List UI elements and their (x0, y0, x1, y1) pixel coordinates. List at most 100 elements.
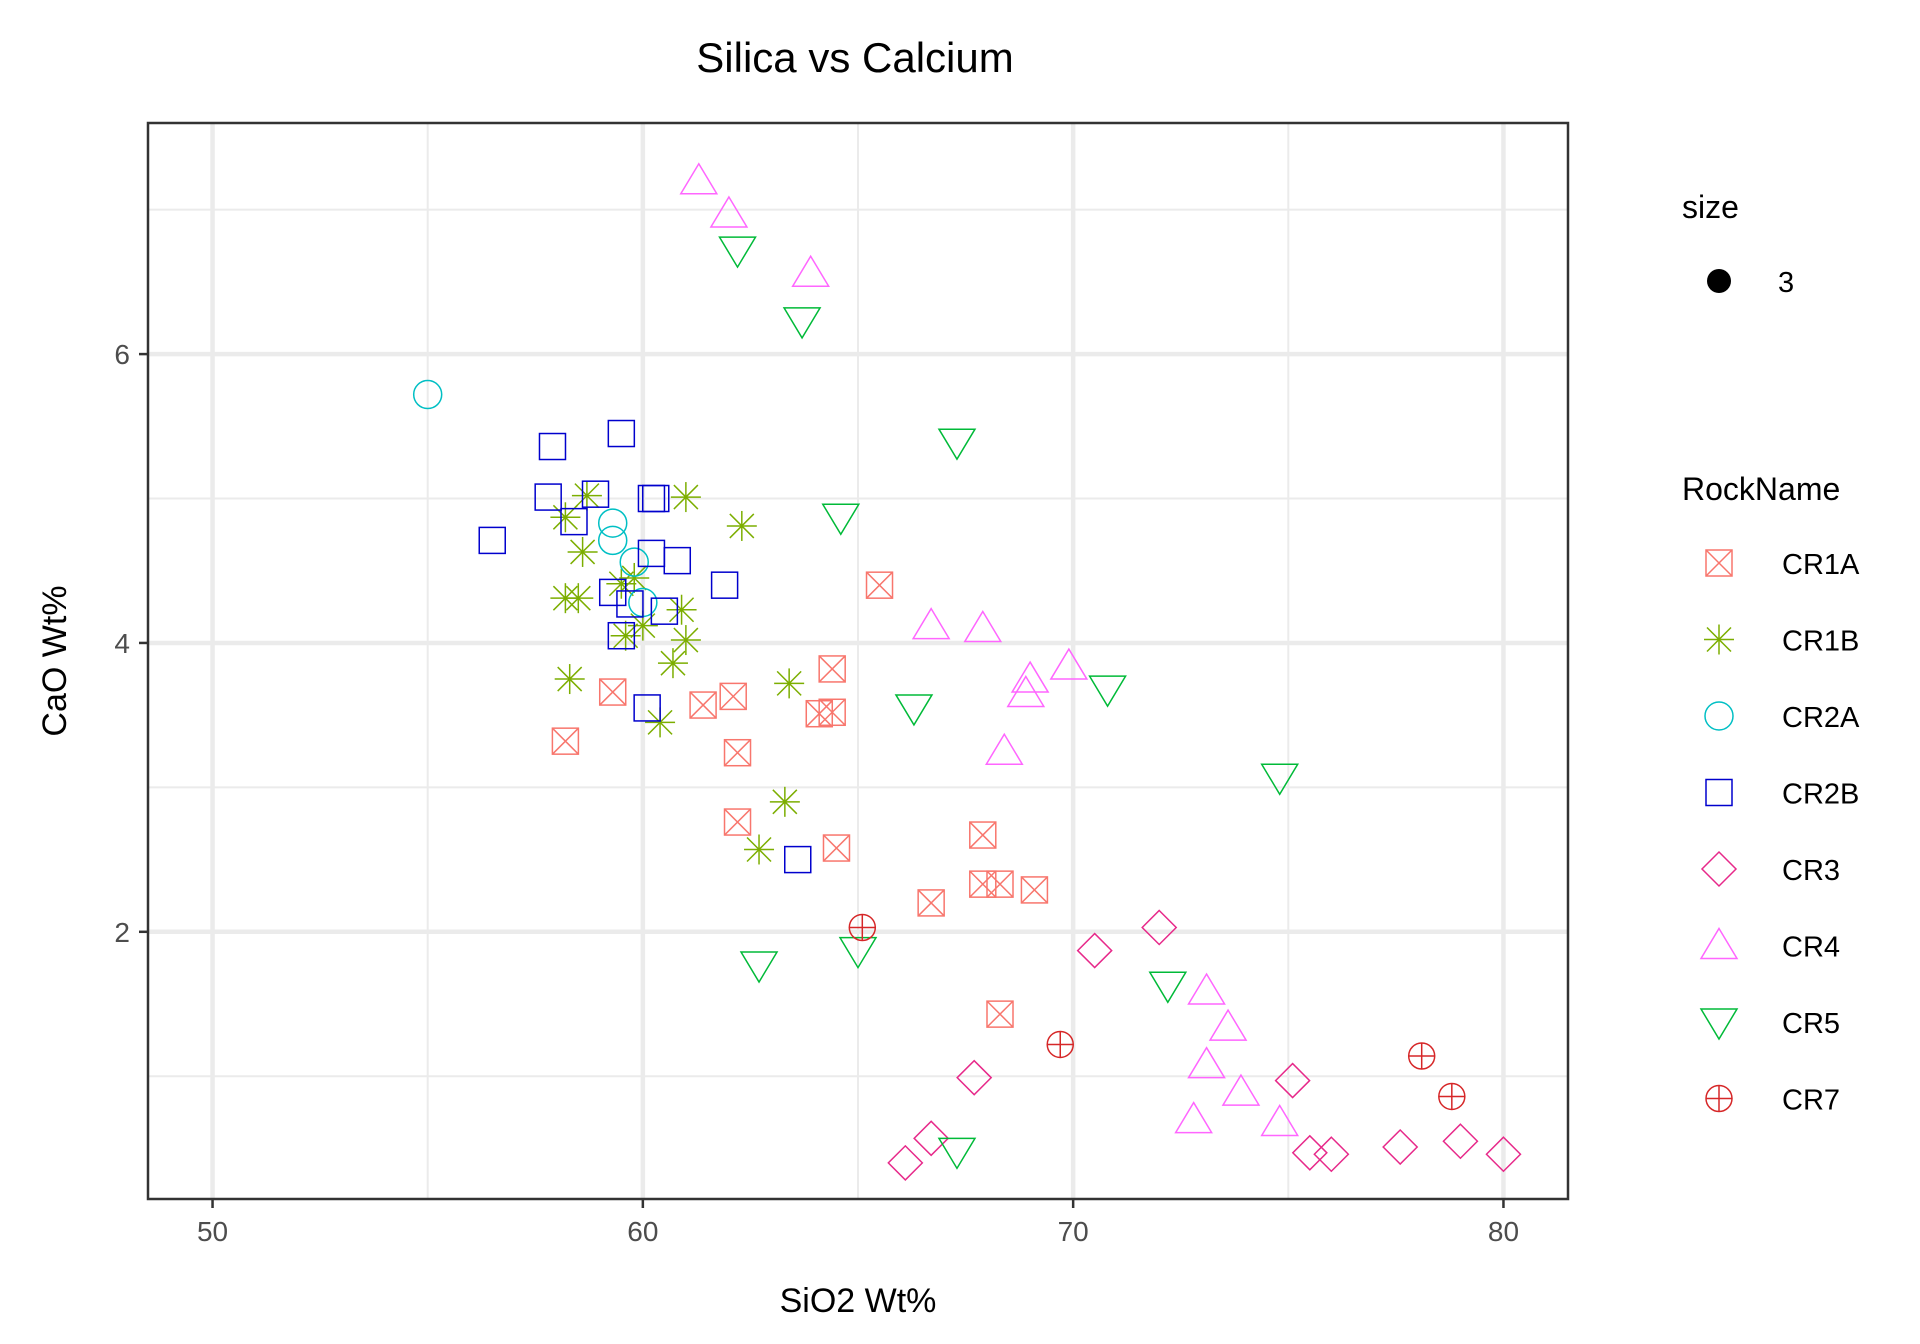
data-point-cr1a (822, 834, 851, 862)
data-point-cr1a (986, 1000, 1014, 1028)
legend-items: CR1A CR1B CR2A CR2B CR3 CR4 CR5 CR7 (1699, 549, 1860, 1117)
data-point-cr2b (784, 845, 812, 874)
data-point-cr2b (581, 480, 610, 508)
axes: 50 60 70 80 2 4 6 (114, 339, 1519, 1247)
data-point-cr1b (744, 834, 775, 865)
legend-label-cr3: CR3 (1782, 855, 1840, 887)
data-point-cr1a (723, 808, 752, 836)
data-point-cr1a (818, 655, 846, 683)
legend: size 3 RockName CR1ACR1BCR2ACR2BCR3CR4CR… (1682, 189, 1860, 1117)
data-point-cr3 (1442, 1123, 1479, 1160)
data-point-cr1a (969, 821, 997, 849)
data-point-cr5 (838, 936, 878, 970)
data-point-cr1a (1020, 876, 1049, 904)
data-point-cr1b (571, 480, 602, 511)
data-points (412, 162, 1522, 1181)
data-point-cr2b (478, 526, 506, 555)
legend-key-cr4 (1699, 927, 1739, 960)
data-point-cr2a (597, 525, 628, 556)
data-point-cr4 (709, 195, 749, 228)
data-point-cr1a (986, 870, 1014, 898)
data-point-cr7 (1407, 1042, 1436, 1070)
legend-key-cr1a (1705, 549, 1733, 577)
data-point-cr4 (963, 610, 1003, 643)
grid (148, 123, 1568, 1199)
data-point-cr2b (650, 597, 679, 625)
data-point-cr4 (1187, 1046, 1226, 1079)
legend-label-cr4: CR4 (1782, 932, 1840, 964)
data-point-cr2b (607, 419, 636, 448)
data-point-cr5 (739, 951, 779, 984)
x-axis-title: SiO2 Wt% (780, 1282, 937, 1320)
data-point-cr4 (984, 732, 1024, 766)
data-point-cr3 (1485, 1136, 1522, 1173)
data-point-cr4 (1010, 660, 1050, 693)
legend-key-cr2a (1704, 701, 1734, 731)
data-point-cr5 (1088, 675, 1127, 708)
legend-shape-title: RockName (1682, 471, 1840, 507)
data-point-cr1a (865, 571, 894, 599)
data-point-cr5 (937, 1137, 977, 1170)
x-tick-label: 80 (1488, 1216, 1519, 1247)
data-point-cr2b (560, 507, 588, 536)
data-point-cr3 (1274, 1062, 1311, 1099)
data-point-cr1b (657, 648, 688, 679)
data-point-cr2a (412, 379, 443, 410)
data-point-cr1a (551, 727, 580, 755)
x-tick-label: 70 (1058, 1216, 1089, 1247)
legend-label-cr5: CR5 (1782, 1008, 1840, 1040)
y-tick-label: 4 (114, 628, 130, 659)
legend-key-cr5 (1699, 1008, 1739, 1041)
data-point-cr1b (726, 510, 757, 541)
data-point-cr2b (598, 578, 627, 607)
data-point-cr7 (848, 913, 877, 942)
data-point-cr2b (633, 694, 661, 722)
legend-key-cr3 (1700, 850, 1738, 888)
data-point-cr2a (597, 508, 628, 538)
x-tick-label: 50 (197, 1216, 228, 1247)
data-point-cr4 (1049, 647, 1089, 680)
data-point-cr3 (887, 1144, 924, 1181)
data-point-cr4 (679, 162, 719, 195)
legend-label-cr1b: CR1B (1782, 626, 1859, 658)
data-point-cr5 (782, 307, 822, 340)
plot-panel-border (146, 121, 1570, 1201)
data-point-cr1a (598, 678, 627, 706)
data-point-cr5 (718, 236, 757, 269)
data-point-cr4 (1174, 1101, 1213, 1134)
data-point-cr1b (670, 625, 701, 656)
data-point-cr2b (538, 432, 567, 461)
data-point-cr2b (534, 483, 562, 511)
data-point-cr1b (666, 594, 697, 625)
data-point-cr5 (821, 503, 861, 536)
data-point-cr4 (1006, 675, 1046, 708)
legend-size-key (1707, 269, 1731, 293)
data-point-cr7 (1046, 1030, 1074, 1059)
data-point-cr1a (917, 889, 945, 917)
data-point-cr3 (913, 1120, 950, 1157)
data-point-cr4 (791, 254, 830, 287)
legend-key-cr1b (1704, 624, 1734, 655)
data-point-cr5 (894, 694, 934, 727)
data-point-cr5 (1260, 763, 1300, 796)
y-axis-title: CaO Wt% (36, 585, 74, 736)
data-point-cr2b (710, 571, 739, 599)
legend-key-cr7 (1705, 1084, 1733, 1113)
data-point-cr3 (956, 1059, 993, 1096)
legend-key-cr2b (1705, 778, 1733, 807)
data-point-cr1b (774, 668, 805, 699)
legend-label-cr2b: CR2B (1782, 779, 1859, 811)
data-point-cr1b (606, 568, 637, 599)
data-point-cr3 (1076, 932, 1113, 969)
data-point-cr2b (607, 621, 636, 650)
data-point-cr2b (663, 546, 692, 575)
data-point-cr2a (619, 547, 649, 577)
data-point-cr3 (1382, 1128, 1419, 1166)
data-point-cr4 (1208, 1008, 1248, 1041)
y-tick-label: 6 (114, 339, 130, 370)
legend-label-cr2a: CR2A (1782, 702, 1860, 734)
data-point-cr4 (1221, 1073, 1261, 1106)
data-point-cr5 (937, 428, 977, 461)
data-point-cr1b (670, 482, 701, 513)
